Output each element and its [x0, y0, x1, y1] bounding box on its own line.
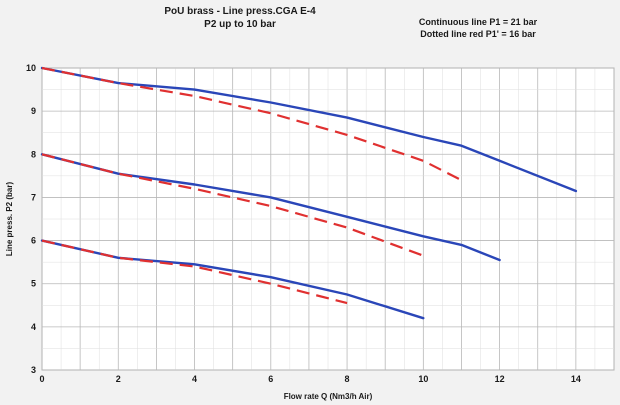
y-tick-label: 5 — [31, 279, 36, 289]
y-tick-label: 9 — [31, 106, 36, 116]
y-axis-label: Line press. P2 (bar) — [5, 182, 14, 257]
y-tick-label: 6 — [31, 236, 36, 246]
series-line-6 — [41, 239, 348, 305]
x-tick-label: 12 — [495, 374, 505, 384]
series-layer — [40, 66, 578, 320]
x-tick-label: 10 — [418, 374, 428, 384]
x-tick-label: 2 — [116, 374, 121, 384]
chart-subtitle: P2 up to 10 bar — [204, 19, 276, 30]
y-tick-label: 7 — [31, 192, 36, 202]
legend-note-continuous: Continuous line P1 = 21 bar — [419, 17, 538, 27]
chart-title: PoU brass - Line press.CGA E-4 — [164, 6, 316, 17]
x-tick-label: 4 — [192, 374, 197, 384]
x-tick-label: 8 — [345, 374, 350, 384]
x-ticks: 0 2 4 6 8 10 12 14 — [39, 374, 580, 384]
x-axis-label: Flow rate Q (Nm3/h Air) — [284, 392, 373, 401]
grid — [41, 67, 615, 371]
y-ticks: 3 4 5 6 7 8 9 10 — [26, 63, 36, 375]
x-tick-label: 6 — [268, 374, 273, 384]
series-line-1 — [40, 66, 578, 193]
series-line-4 — [41, 153, 424, 257]
y-tick-label: 8 — [31, 149, 36, 159]
y-tick-label: 4 — [31, 322, 36, 332]
legend-note-dotted: Dotted line red P1' = 16 bar — [420, 29, 536, 39]
x-tick-label: 0 — [39, 374, 44, 384]
y-tick-label: 10 — [26, 63, 36, 73]
x-tick-label: 14 — [571, 374, 581, 384]
y-tick-label: 3 — [31, 365, 36, 375]
